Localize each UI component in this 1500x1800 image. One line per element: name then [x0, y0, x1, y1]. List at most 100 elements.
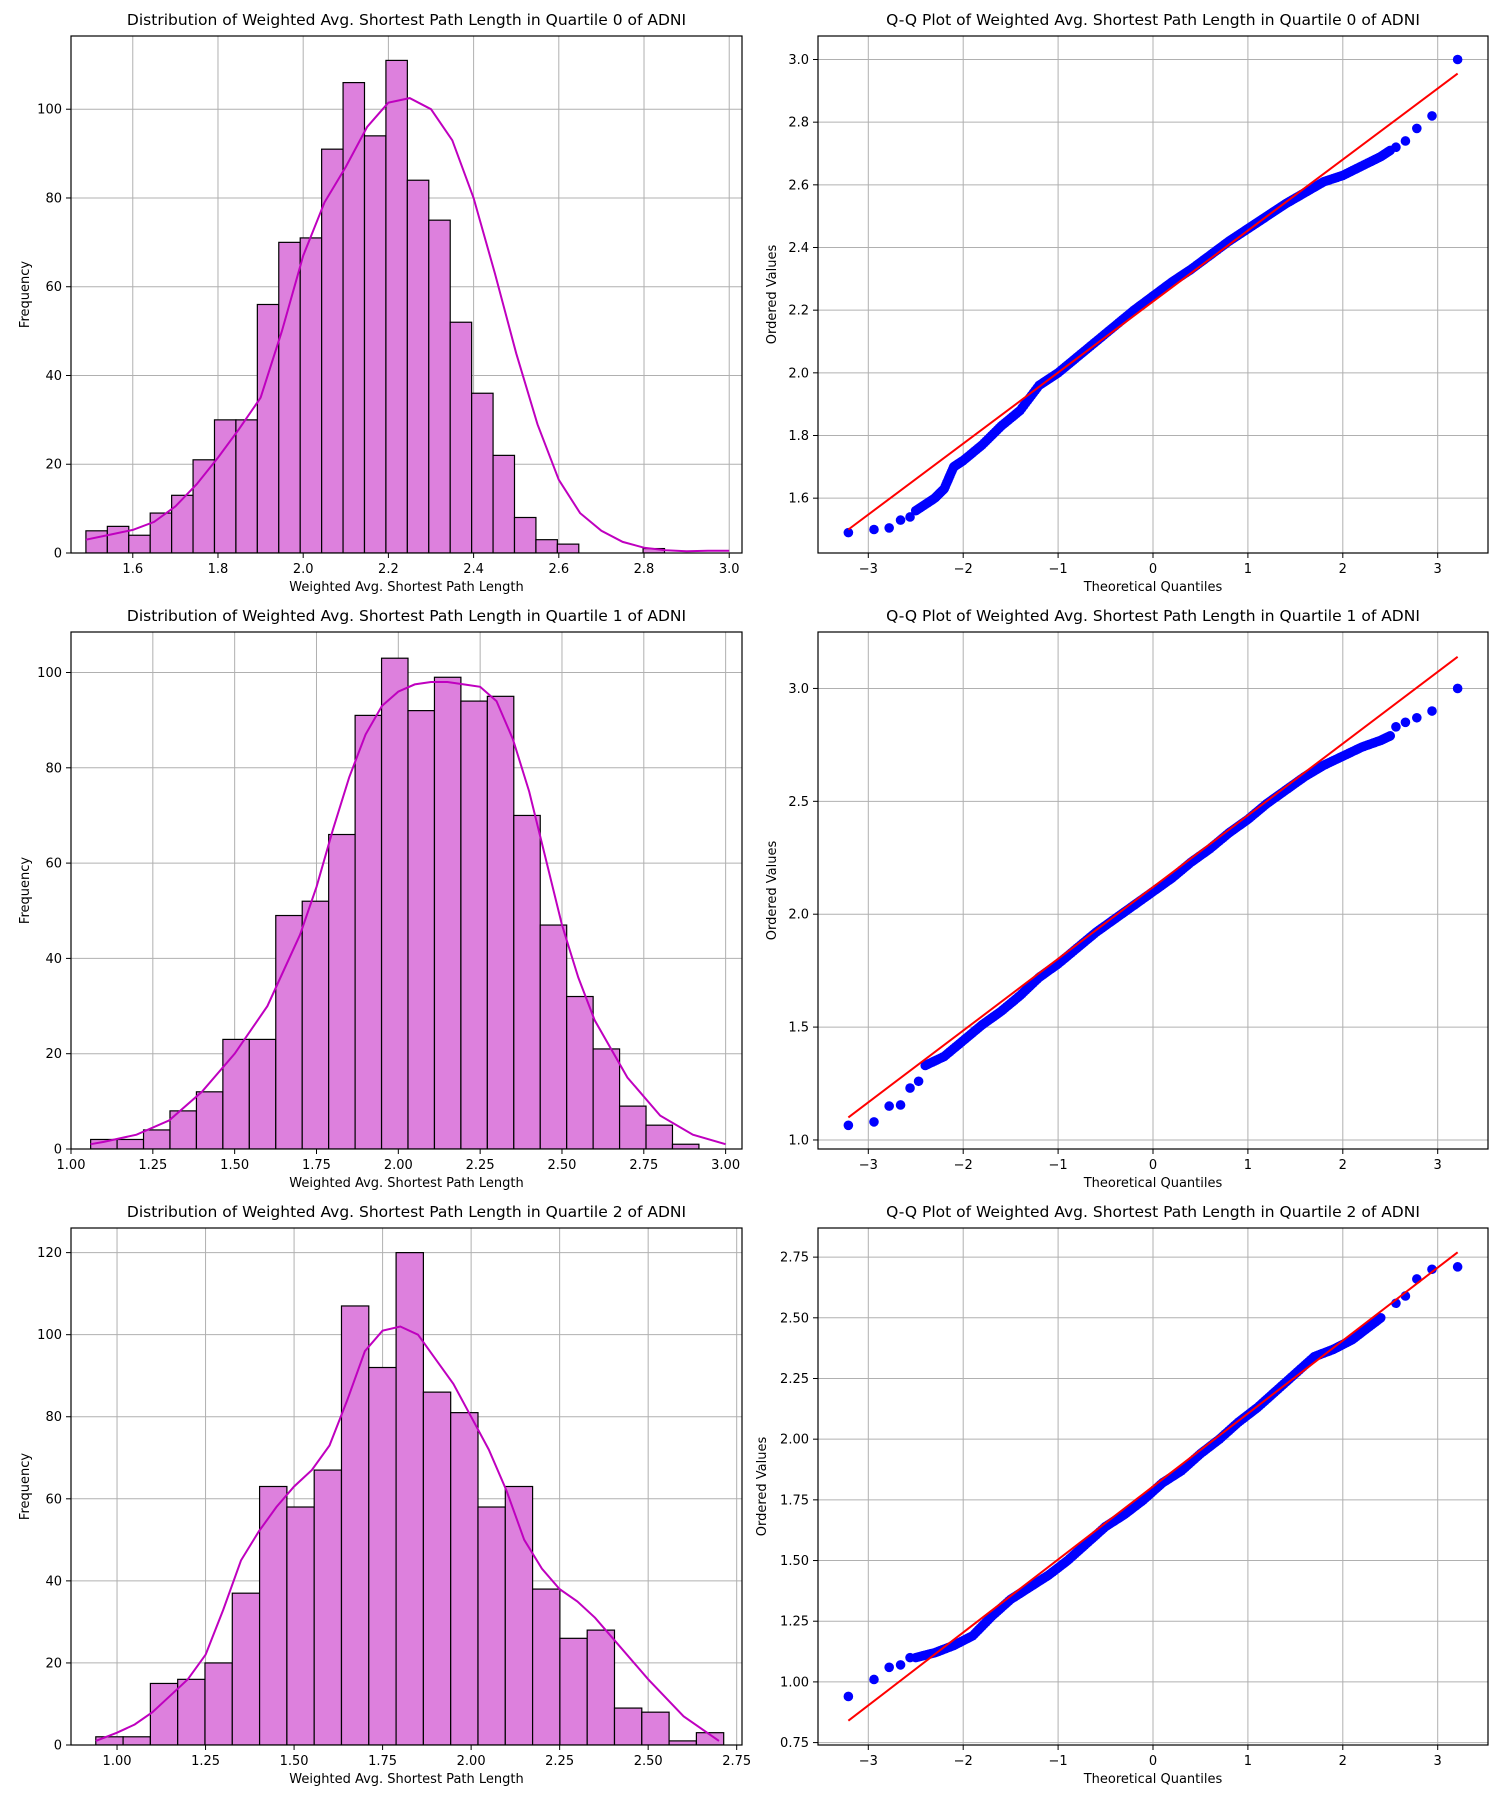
histogram-bar: [286, 1506, 315, 1745]
histogram-bar: [142, 1129, 171, 1149]
histogram-bar: [363, 135, 387, 553]
x-tick-label: 1.75: [368, 1754, 397, 1769]
x-tick-label: 1.00: [103, 1754, 132, 1769]
y-axis-label: Ordered Values: [765, 245, 780, 345]
y-tick-label: 0: [54, 1739, 62, 1754]
chart-title: Distribution of Weighted Avg. Shortest P…: [127, 1203, 686, 1221]
histogram-bar: [116, 1138, 145, 1149]
histogram-bar: [171, 494, 194, 553]
histogram-bar: [177, 1678, 206, 1745]
x-tick-label: 2.25: [466, 1158, 495, 1173]
histogram-bar: [407, 710, 436, 1149]
qq-points: [843, 1262, 1463, 1702]
x-tick-label: 2: [1339, 1158, 1347, 1173]
y-tick-label: 2.75: [780, 1251, 809, 1266]
x-axis-label: Weighted Avg. Shortest Path Length: [289, 1176, 523, 1191]
qq-point: [1412, 123, 1422, 134]
x-tick-label: −1: [1049, 562, 1068, 577]
histogram-bar: [299, 237, 323, 553]
x-axis-label: Weighted Avg. Shortest Path Length: [289, 1772, 523, 1787]
y-tick-label: 1.0: [788, 1133, 809, 1148]
y-tick-label: 2.50: [780, 1311, 809, 1326]
x-tick-label: −2: [954, 1754, 973, 1769]
histogram-bar: [592, 1048, 621, 1149]
x-tick-label: 1.75: [302, 1158, 331, 1173]
histogram-bar: [213, 419, 237, 553]
histogram-bar: [204, 1662, 233, 1745]
histogram-bar: [486, 695, 515, 1149]
histogram-bar: [256, 303, 280, 553]
plot-data: [843, 656, 1463, 1131]
x-tick-label: 1: [1244, 1754, 1252, 1769]
qq-point: [884, 523, 894, 533]
qq-point: [1391, 722, 1401, 732]
qq-fit-line: [847, 656, 1459, 1119]
qq-point: [1400, 717, 1411, 728]
chart-panel-2: 1.00 1.25 1.50 1.75 2.00 2.25 2.50 2.75 3.00 0 20 4…: [18, 607, 743, 1191]
qq-point: [843, 527, 854, 538]
chart-title: Distribution of Weighted Avg. Shortest P…: [127, 11, 686, 29]
chart-title: Q-Q Plot of Weighted Avg. Shortest Path …: [886, 1203, 1420, 1221]
qq-point: [843, 1120, 854, 1131]
qq-point: [895, 515, 906, 525]
kde-line: [90, 681, 726, 1146]
chart-panel-3: −3 −2 −1 0 1 2 3 1.0 1.5 2.0 2.5 3.0 Q-Q Plot of Wei…: [765, 607, 1489, 1191]
qq-point: [905, 512, 915, 522]
histogram-bar: [433, 676, 462, 1149]
axes-frame: [70, 35, 743, 554]
histogram-bar: [321, 148, 344, 553]
y-tick-label: 0: [54, 1143, 62, 1158]
y-tick-label: 2.2: [788, 304, 809, 319]
x-tick-label: −2: [954, 1158, 973, 1173]
histogram-bar: [471, 392, 494, 553]
qq-point: [1427, 706, 1437, 716]
qq-point: [895, 1660, 906, 1670]
qq-point: [884, 1662, 894, 1673]
x-tick-label: 0: [1149, 562, 1157, 577]
x-tick-label: −1: [1049, 1754, 1068, 1769]
histogram-bar: [222, 1038, 250, 1149]
histogram-bar: [492, 454, 516, 553]
x-tick-label: −3: [859, 562, 878, 577]
x-tick-label: −2: [954, 562, 973, 577]
histogram-bar: [477, 1506, 506, 1745]
histogram-bar: [385, 59, 408, 553]
histogram-bar: [641, 1711, 670, 1745]
histogram-bar: [586, 1629, 616, 1745]
x-tick-label: 3.00: [711, 1158, 740, 1173]
histogram-bar: [95, 1736, 124, 1745]
y-tick-label: 60: [45, 1492, 62, 1507]
y-tick-label: 3.0: [788, 682, 809, 697]
histogram-bar: [460, 700, 488, 1149]
y-tick-label: 2.8: [788, 116, 809, 131]
x-axis-label: Theoretical Quantiles: [1083, 1772, 1223, 1787]
y-tick-label: 80: [45, 761, 62, 776]
axes-frame: [70, 1227, 743, 1746]
histogram-bar: [85, 530, 108, 553]
histogram-bar: [258, 1485, 288, 1745]
x-tick-label: 2.0: [293, 562, 314, 577]
y-axis-label: Ordered Values: [765, 841, 780, 941]
y-tick-label: 100: [37, 103, 62, 118]
x-tick-label: 2.4: [463, 562, 484, 577]
x-tick-label: 3.0: [719, 562, 740, 577]
y-tick-label: 60: [45, 857, 62, 872]
x-tick-label: 1.25: [138, 1158, 167, 1173]
qq-fit-line: [847, 72, 1459, 531]
x-tick-label: 2.25: [545, 1754, 574, 1769]
qq-point: [869, 524, 879, 535]
qq-point: [1391, 142, 1401, 153]
y-tick-label: 2.0: [788, 908, 809, 923]
y-tick-label: 80: [45, 191, 62, 206]
x-tick-label: −3: [859, 1754, 878, 1769]
histogram-bar: [559, 1637, 588, 1745]
y-tick-label: 0.75: [780, 1736, 809, 1751]
histogram-bar: [368, 1366, 397, 1745]
x-axis-label: Theoretical Quantiles: [1083, 580, 1223, 595]
y-tick-label: 40: [45, 369, 62, 384]
grid-lines: [818, 632, 1488, 1149]
x-tick-label: 2: [1339, 562, 1347, 577]
x-tick-label: 1.8: [208, 562, 229, 577]
x-tick-label: 1.00: [57, 1158, 86, 1173]
y-tick-label: 2.25: [780, 1372, 809, 1387]
